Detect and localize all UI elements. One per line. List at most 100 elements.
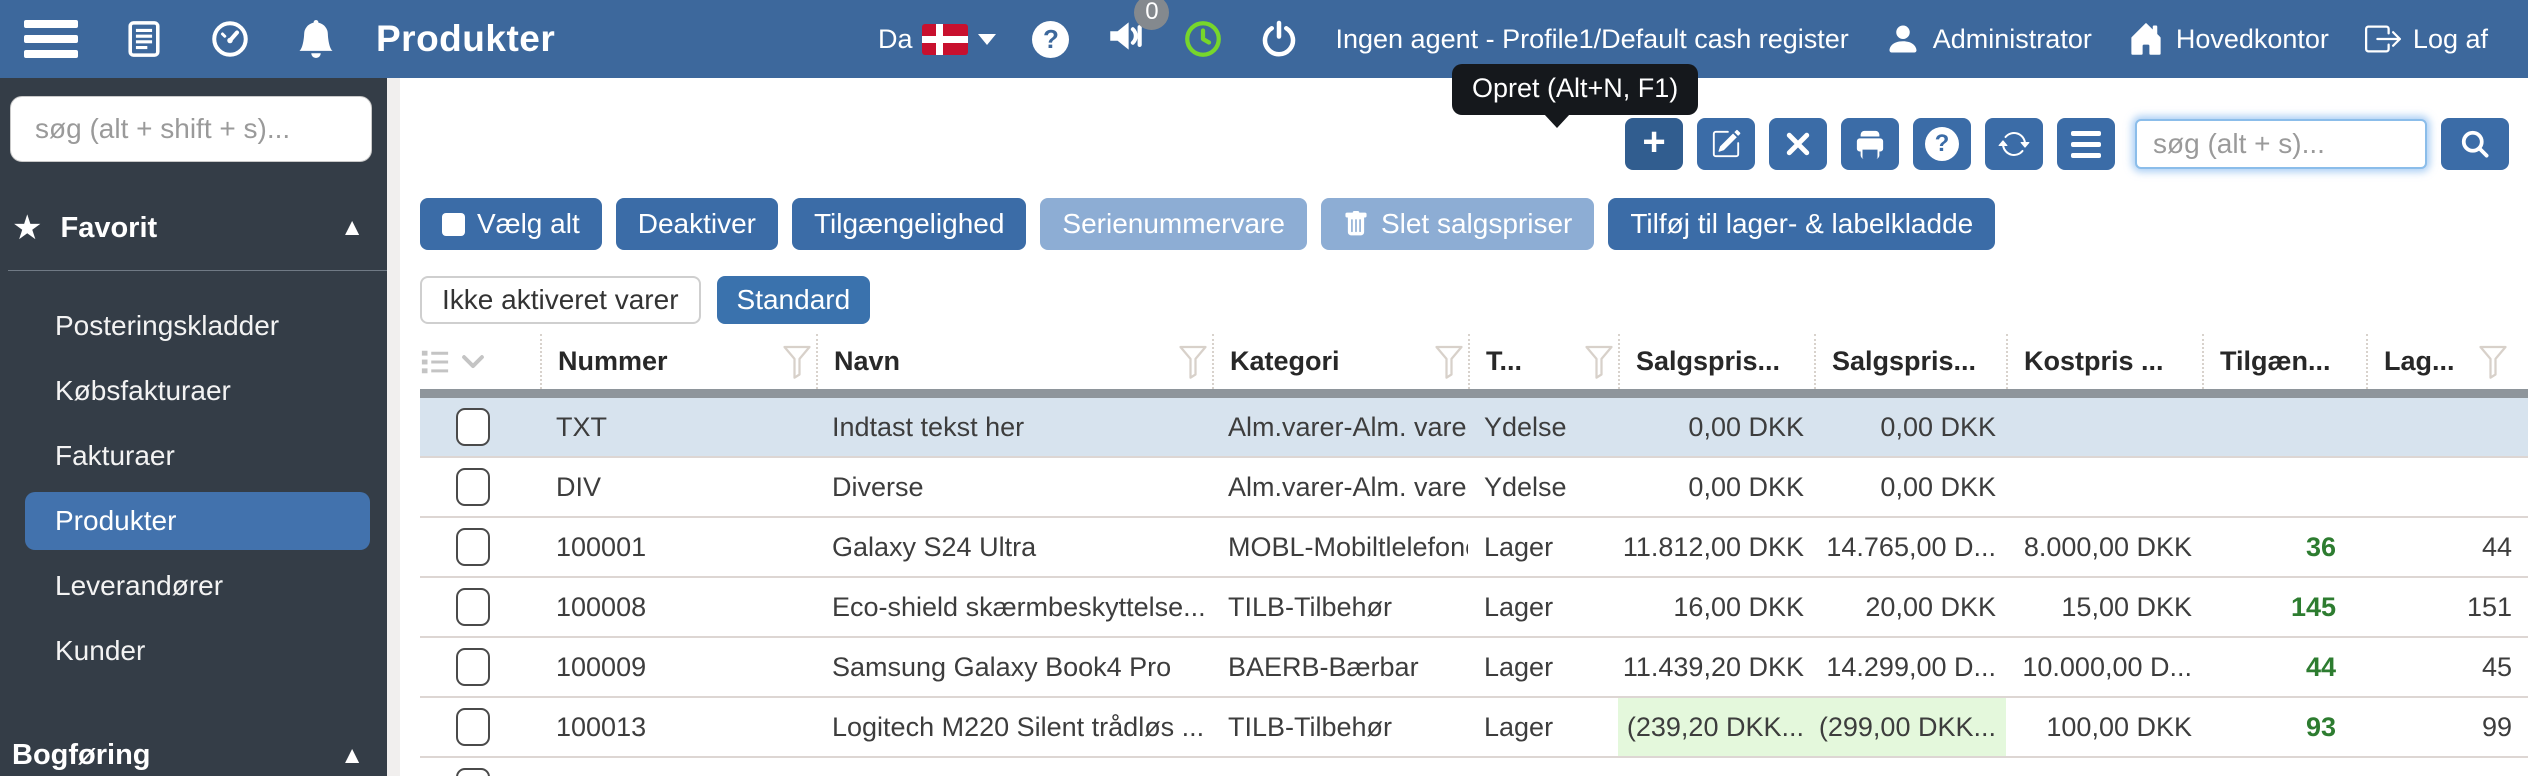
favorites-title: Favorit <box>60 211 158 244</box>
row-select-cell <box>420 458 540 516</box>
table-row[interactable]: TXT Indtast tekst her Alm.varer-Alm. varer… <box>420 398 2528 458</box>
bell-icon[interactable] <box>296 19 336 59</box>
cell-salgspris2: (299,00 DKK... <box>1814 698 2006 756</box>
table-row[interactable]: 100001 Galaxy S24 Ultra MOBL-Mobiltlelefon… <box>420 518 2528 578</box>
table-row[interactable]: 100009 Samsung Galaxy Book4 Pro BAERB-Bærb… <box>420 638 2528 698</box>
table-row[interactable]: DIV Diverse Alm.varer-Alm. varer Ydelse 0,00… <box>420 458 2528 518</box>
hamburger-menu-icon[interactable] <box>24 20 78 58</box>
refresh-button[interactable] <box>1985 118 2043 170</box>
table-row[interactable]: 100014Hama USB-C 3.0 65W lader ...TILB-T… <box>420 758 2528 776</box>
table-header: Nummer Navn Kategori T... Salgspris... S… <box>420 334 2528 389</box>
cell-lager <box>2366 398 2528 456</box>
sidebar-item-leverandoerer[interactable]: Leverandører <box>55 570 224 601</box>
topbar: Produkter Da ? 0 Ingen agent - Profile1/… <box>0 0 2528 78</box>
edit-button[interactable] <box>1697 118 1755 170</box>
sidebar-item-posteringskladder[interactable]: Posteringskladder <box>55 310 280 341</box>
cell-salgspris2: 14.299,00 D... <box>1826 651 1996 682</box>
location-menu[interactable]: Hovedkontor <box>2128 21 2329 57</box>
sidebar-search-input[interactable] <box>10 96 372 162</box>
row-checkbox[interactable] <box>456 468 490 506</box>
topbar-left <box>24 19 336 59</box>
column-header-tilgaengelig[interactable]: Tilgæn... <box>2202 334 2366 389</box>
filter-icon[interactable] <box>782 344 812 380</box>
cell-kategori: TILB-Tilbehør <box>1228 711 1393 742</box>
table-search-input[interactable] <box>2135 119 2427 169</box>
collapse-caret-icon[interactable]: ▲ <box>340 214 364 241</box>
tab-inactive-items[interactable]: Ikke aktiveret varer <box>420 276 701 324</box>
logout-label: Log af <box>2412 23 2488 54</box>
print-button[interactable] <box>1841 118 1899 170</box>
cell-lager: 151 <box>2466 591 2512 622</box>
availability-button[interactable]: Tilgængelighed <box>791 198 1027 250</box>
filter-icon[interactable] <box>1434 344 1464 380</box>
add-to-stock-label-journal-button[interactable]: Tilføj til lager- & labelkladde <box>1608 198 1996 250</box>
sidebar-item-fakturaer[interactable]: Fakturaer <box>55 440 175 471</box>
sidebar-scrollbar[interactable] <box>387 78 400 776</box>
table-row[interactable]: 100008 Eco-shield skærmbeskyttelse... TILB… <box>420 578 2528 638</box>
filter-icon[interactable] <box>2478 344 2508 380</box>
bulk-actions: Vælg alt Deaktiver Tilgængelighed Serien… <box>400 198 2528 250</box>
user-menu[interactable]: Administrator <box>1885 21 2092 57</box>
column-header-navn[interactable]: Navn <box>816 334 1212 389</box>
help-button[interactable]: ? <box>1913 118 1971 170</box>
table-row[interactable]: 100013 Logitech M220 Silent trådløs ... TI… <box>420 698 2528 758</box>
clock-icon[interactable] <box>1183 19 1223 59</box>
row-checkbox[interactable] <box>456 408 490 446</box>
filter-icon[interactable] <box>1178 344 1208 380</box>
volume-control[interactable]: 0 <box>1105 0 1170 64</box>
collapse-caret-icon[interactable]: ▲ <box>340 741 364 769</box>
power-icon[interactable] <box>1259 19 1299 59</box>
column-header-salgspris2[interactable]: Salgspris... <box>1814 334 2006 389</box>
toolbar: + ? <box>400 118 2528 170</box>
cell-kostpris: 15,00 DKK <box>2061 591 2192 622</box>
row-checkbox[interactable] <box>456 648 490 686</box>
row-checkbox[interactable] <box>456 528 490 566</box>
location-label: Hovedkontor <box>2175 23 2329 54</box>
search-button[interactable] <box>2441 118 2509 170</box>
row-select-cell <box>420 518 540 576</box>
main-content: + ? Vælg alt Deaktiver Tilgængelighe <box>400 78 2528 776</box>
list-menu-button[interactable] <box>2057 118 2115 170</box>
row-checkbox[interactable] <box>456 708 490 746</box>
filter-icon[interactable] <box>1584 344 1614 380</box>
cell-tilgaengelig: 44 <box>2202 758 2366 776</box>
sidebar-item-koebsfakturaer[interactable]: Købsfakturaer <box>55 375 231 406</box>
row-select-cell <box>420 398 540 456</box>
dashboard-gauge-icon[interactable] <box>210 19 250 59</box>
column-header-kostpris[interactable]: Kostpris ... <box>2006 334 2202 389</box>
row-checkbox[interactable] <box>456 768 490 776</box>
serial-items-button[interactable]: Serienummervare <box>1040 198 1307 250</box>
notification-badge: 0 <box>1134 0 1170 30</box>
table-scrollbar[interactable] <box>420 389 2528 398</box>
cell-salgspris1: 0,00 DKK <box>1688 471 1804 502</box>
deactivate-button[interactable]: Deaktiver <box>615 198 778 250</box>
sidebar-section-bogfoering[interactable]: Bogføring ▲ <box>0 739 400 772</box>
sidebar-item-produkter[interactable]: Produkter <box>25 492 370 550</box>
delete-sales-prices-button[interactable]: Slet salgspriser <box>1320 198 1595 250</box>
cell-navn: Galaxy S24 Ultra <box>832 531 1037 562</box>
header-select-column[interactable] <box>420 334 540 389</box>
sidebar-section-favorites[interactable]: ★ Favorit ▲ <box>12 208 386 248</box>
cell-kategori: TILB-Tilbehør <box>1228 591 1393 622</box>
help-icon[interactable]: ? <box>1032 20 1070 58</box>
cell-lager: 45 <box>2481 651 2512 682</box>
tab-standard[interactable]: Standard <box>716 276 871 324</box>
column-header-nummer[interactable]: Nummer <box>540 334 816 389</box>
language-selector[interactable]: Da <box>878 23 997 55</box>
logout-button[interactable]: Log af <box>2364 21 2488 57</box>
select-all-button[interactable]: Vælg alt <box>420 198 602 250</box>
column-header-lager[interactable]: Lag... <box>2366 334 2528 389</box>
cell-salgspris1: 11.812,00 DKK <box>1622 531 1804 562</box>
cell-kategori: MOBL-Mobiltlelefoner <box>1228 531 1468 562</box>
create-button[interactable]: + <box>1625 118 1683 170</box>
journal-icon[interactable] <box>124 19 164 59</box>
cell-nummer: 100014 <box>540 758 816 776</box>
column-header-salgspris1[interactable]: Salgspris... <box>1618 334 1814 389</box>
row-checkbox[interactable] <box>456 588 490 626</box>
sidebar-item-kunder[interactable]: Kunder <box>55 635 146 666</box>
list-icon <box>421 350 449 373</box>
column-header-kategori[interactable]: Kategori <box>1212 334 1468 389</box>
cell-lager: 99 <box>2481 711 2512 742</box>
delete-button[interactable] <box>1769 118 1827 170</box>
column-header-type[interactable]: T... <box>1468 334 1618 389</box>
